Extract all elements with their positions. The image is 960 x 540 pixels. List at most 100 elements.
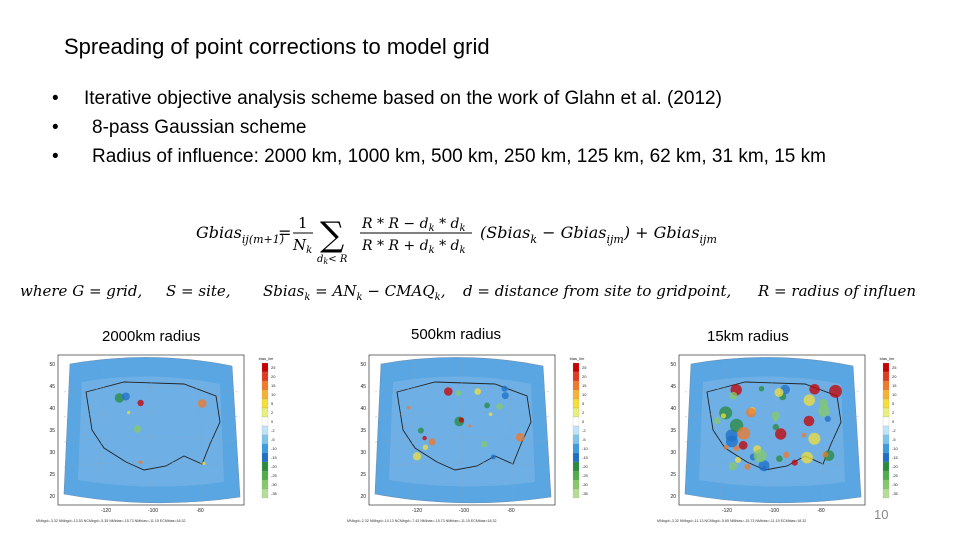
lat-tick-label: 35 bbox=[360, 428, 366, 434]
colorbar-swatch bbox=[882, 488, 890, 499]
colorbar-tick-label: 25 bbox=[271, 365, 276, 370]
bias-spot bbox=[455, 390, 462, 396]
graticule-lat bbox=[63, 386, 241, 393]
colorbar-swatch bbox=[572, 371, 580, 382]
bias-spot bbox=[824, 415, 831, 422]
colorbar-tick-label: -15 bbox=[892, 455, 899, 460]
colorbar-swatch bbox=[572, 362, 580, 373]
colorbar-tick-label: -2 bbox=[271, 428, 275, 433]
bias-spot bbox=[758, 386, 765, 392]
bias-spot bbox=[762, 465, 767, 470]
coastline bbox=[85, 381, 221, 471]
bias-spot bbox=[490, 454, 496, 460]
colorbar-tick-label: 15 bbox=[582, 383, 587, 388]
sub-k: k bbox=[460, 245, 466, 256]
bias-spot bbox=[771, 411, 780, 420]
def-radius: R = radius of influence bbox=[758, 282, 916, 300]
colorbar-swatch bbox=[572, 380, 580, 391]
colorbar-tick-label: -5 bbox=[271, 437, 275, 442]
colorbar-swatch bbox=[261, 452, 269, 463]
colorbar-tick-label: 10 bbox=[582, 392, 587, 397]
bias-spot bbox=[713, 417, 721, 425]
bias-spot bbox=[501, 385, 508, 392]
colorbar-tick-label: -35 bbox=[582, 491, 589, 496]
colorbar-tick-label: -30 bbox=[582, 482, 589, 487]
lon-tick-label: -80 bbox=[817, 508, 824, 514]
colorbar-swatch bbox=[261, 371, 269, 382]
def-site: S = site, bbox=[166, 282, 231, 300]
colorbar-swatch bbox=[261, 479, 269, 490]
colorbar-tick-label: 20 bbox=[892, 374, 897, 379]
colorbar-swatch bbox=[572, 398, 580, 409]
svg-text:(Sbiask − Gbiasijm) + Gbiasijm: (Sbiask − Gbiasijm) + Gbiasijm bbox=[480, 223, 717, 246]
bias-spot bbox=[801, 451, 813, 464]
colorbar-tick-label: -10 bbox=[582, 446, 589, 451]
bias-spot bbox=[822, 451, 829, 458]
bias-spot bbox=[121, 392, 130, 401]
lon-tick-label: -120 bbox=[101, 508, 111, 514]
map-stats-line: MNbgd=-2.32 NMbgd=-10.13 NCMbgd=-7.43 NM… bbox=[347, 519, 497, 523]
bias-spot bbox=[772, 423, 779, 431]
lat-tick-label: 30 bbox=[360, 450, 366, 456]
colorbar-tick-label: 15 bbox=[892, 383, 897, 388]
bullet-text: Radius of influence: 2000 km, 1000 km, 5… bbox=[92, 146, 826, 167]
times-d: * d bbox=[435, 216, 460, 232]
bias-spot bbox=[468, 424, 472, 428]
svg-text:Nk: Nk bbox=[292, 236, 312, 256]
bullet-list: • Iterative objective analysis scheme ba… bbox=[52, 84, 852, 171]
colorbar-swatch bbox=[882, 398, 890, 409]
formula-denominator: R * R + d bbox=[361, 238, 429, 254]
colorbar-swatch bbox=[882, 380, 890, 391]
bias-spot bbox=[127, 411, 131, 415]
lat-tick-label: 30 bbox=[49, 450, 55, 456]
colorbar-swatch bbox=[261, 425, 269, 436]
bias-spot bbox=[728, 462, 737, 471]
colorbar-swatch bbox=[882, 362, 890, 373]
bias-spot bbox=[114, 393, 125, 403]
colorbar-swatch bbox=[572, 389, 580, 400]
colorbar-tick-label: -2 bbox=[892, 428, 896, 433]
bias-spot bbox=[484, 402, 490, 409]
lon-tick-label: -100 bbox=[148, 508, 158, 514]
lat-tick-label: 25 bbox=[360, 472, 366, 478]
formula-sum-sub-k: k bbox=[323, 257, 328, 266]
bias-spot bbox=[417, 427, 424, 434]
map-stats-line: MNbgd=-3.32 NMbgd=-13.53 NCMbgd=-5.35 NM… bbox=[36, 519, 186, 523]
colorbar-swatch bbox=[261, 407, 269, 418]
bullet-marker: • bbox=[52, 88, 59, 109]
bias-spot bbox=[412, 452, 422, 461]
colorbar-tick-label: -25 bbox=[892, 473, 899, 478]
bias-spot bbox=[133, 425, 141, 433]
colorbar-swatch bbox=[572, 407, 580, 418]
colorbar-swatch bbox=[882, 425, 890, 436]
map-caption-500km: 500km radius bbox=[411, 326, 502, 343]
graticule-lat bbox=[684, 386, 862, 393]
lat-tick-label: 45 bbox=[670, 384, 676, 390]
bias-spot bbox=[791, 459, 798, 466]
colorbar-tick-label: 15 bbox=[271, 383, 276, 388]
sub-k: k bbox=[429, 223, 435, 234]
colorbar-swatch bbox=[882, 371, 890, 382]
colorbar-tick-label: -5 bbox=[892, 437, 896, 442]
bias-spot bbox=[515, 432, 525, 442]
formula-frac-num: 1 bbox=[298, 214, 308, 232]
lat-tick-label: 45 bbox=[360, 384, 366, 390]
bullet-text: 8-pass Gaussian scheme bbox=[92, 117, 307, 138]
formula-ijm: ijm bbox=[606, 233, 623, 246]
bias-spot bbox=[738, 440, 748, 450]
graticule-lon bbox=[720, 361, 726, 503]
svg-text:R * R − dk * dk: R * R − dk * dk bbox=[361, 216, 466, 234]
map-caption-2000km: 2000km radius bbox=[102, 328, 201, 345]
colorbar-swatch bbox=[572, 434, 580, 445]
colorbar-tick-label: -10 bbox=[892, 446, 899, 451]
colorbar-swatch bbox=[572, 479, 580, 490]
colorbar-swatch bbox=[882, 389, 890, 400]
colorbar-tick-label: -20 bbox=[582, 464, 589, 469]
colorbar-swatch bbox=[882, 461, 890, 472]
graticule-lat bbox=[63, 411, 241, 418]
bias-spot bbox=[774, 388, 784, 397]
bias-spot bbox=[746, 407, 756, 418]
